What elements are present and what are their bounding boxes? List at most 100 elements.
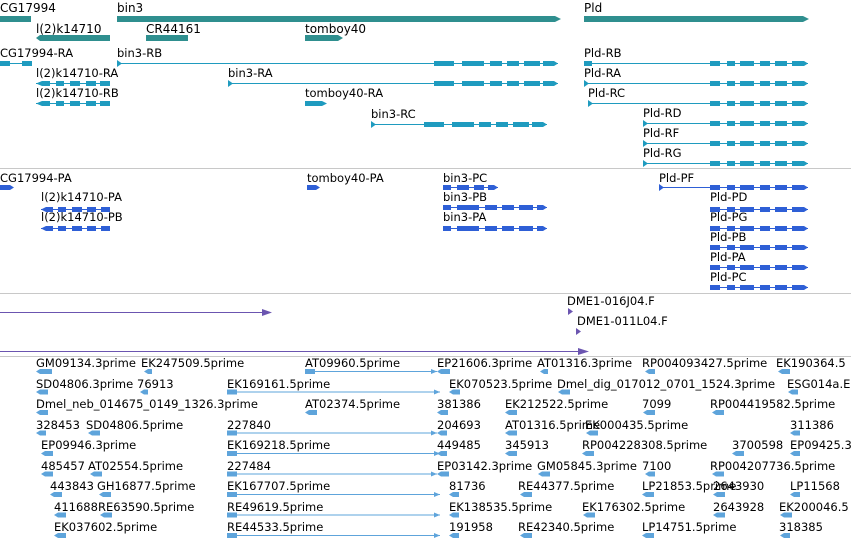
est-glyph[interactable]	[227, 471, 437, 477]
gene-label-bin3[interactable]: bin3	[117, 1, 144, 15]
transcript-label-pld-rc[interactable]: Pld-RC	[588, 86, 626, 100]
est-glyph[interactable]	[642, 533, 654, 538]
est-glyph[interactable]	[36, 389, 48, 395]
est-label[interactable]: RE44377.5prime	[518, 479, 615, 493]
transcript-label-tomboy40-ra[interactable]: tomboy40-RA	[305, 86, 384, 100]
clone-left-1[interactable]	[0, 309, 272, 316]
est-label[interactable]: 411688	[54, 499, 98, 514]
est-glyph[interactable]	[790, 430, 800, 436]
transcript-label-pld-rd[interactable]: Pld-RD	[643, 106, 682, 120]
protein-label-bin3-pb[interactable]: bin3-PB	[443, 190, 488, 204]
est-glyph[interactable]	[505, 410, 517, 415]
est-glyph[interactable]	[643, 410, 655, 415]
gene-bin3-bar[interactable]	[117, 16, 561, 22]
est-glyph[interactable]	[36, 430, 46, 436]
protein-label-cg17994-pa[interactable]: CG17994-PA	[0, 171, 72, 185]
protein-bin3-pc[interactable]	[443, 185, 498, 190]
est-glyph[interactable]	[712, 471, 724, 477]
protein-label-bin3-pa[interactable]: bin3-PA	[443, 210, 487, 224]
est-glyph[interactable]	[54, 533, 66, 538]
est-label[interactable]: EP21606.3prime	[437, 357, 533, 370]
est-glyph[interactable]	[645, 471, 655, 477]
protein-pld-pf[interactable]	[659, 184, 808, 191]
transcript-label-cg17994-ra[interactable]: CG17994-RA	[0, 46, 74, 60]
est-glyph[interactable]	[788, 389, 798, 395]
gene-label-l2k14710[interactable]: l(2)k14710	[36, 22, 102, 36]
gene-label-tomboy40[interactable]: tomboy40	[305, 22, 367, 36]
transcript-label-pld-rg[interactable]: Pld-RG	[643, 146, 682, 160]
est-glyph[interactable]	[305, 410, 317, 415]
est-label[interactable]: 227840	[227, 417, 271, 432]
gene-label-cr44161[interactable]: CR44161	[146, 22, 201, 36]
est-glyph[interactable]	[449, 389, 460, 395]
est-glyph[interactable]	[520, 533, 532, 538]
est-label[interactable]: 443843	[50, 479, 94, 493]
protein-label-l2k14710-pb[interactable]: l(2)k14710-PB	[41, 210, 123, 224]
est-glyph[interactable]	[540, 369, 548, 374]
est-glyph[interactable]	[36, 410, 48, 415]
est-label[interactable]: 81736	[449, 479, 486, 493]
est-glyph[interactable]	[582, 451, 594, 456]
protein-cg17994-pa[interactable]	[0, 185, 14, 190]
est-label[interactable]: AT02374.5prime	[305, 397, 401, 411]
transcript-cg17994-ra[interactable]	[0, 61, 32, 66]
est-label[interactable]: 227484	[227, 458, 271, 473]
protein-bin3-pa[interactable]	[443, 226, 547, 231]
est-label[interactable]: 76913	[137, 376, 174, 391]
est-glyph[interactable]	[505, 451, 517, 456]
protein-pld-pd[interactable]	[710, 207, 808, 212]
gene-pld-bar[interactable]	[584, 16, 809, 22]
est-label[interactable]: EK212522.5prime	[505, 397, 609, 411]
transcript-label-l2k14710-ra[interactable]: l(2)k14710-RA	[36, 66, 119, 80]
est-glyph[interactable]	[437, 369, 450, 374]
est-glyph[interactable]	[437, 410, 448, 415]
transcript-tomboy40-ra[interactable]	[305, 101, 327, 106]
est-glyph[interactable]	[713, 492, 725, 497]
est-glyph[interactable]	[227, 389, 440, 395]
protein-label-bin3-pc[interactable]: bin3-PC	[443, 171, 488, 185]
est-label[interactable]: EK200046.5	[779, 499, 849, 514]
est-glyph[interactable]	[305, 369, 437, 374]
gene-tomboy40-bar[interactable]	[305, 35, 343, 41]
est-label[interactable]: RE42340.5prime	[518, 520, 615, 534]
transcript-label-bin3-ra[interactable]: bin3-RA	[228, 66, 273, 80]
est-label[interactable]: EK070523.5prime	[449, 376, 553, 391]
est-glyph[interactable]	[449, 492, 459, 497]
transcript-bin3-rb[interactable]	[117, 60, 558, 67]
protein-pld-pc[interactable]	[710, 285, 808, 290]
est-label[interactable]: AT09960.5prime	[305, 357, 401, 370]
clone-label-dme1-011l04-f[interactable]: DME1-011L04.F	[577, 314, 668, 328]
est-label[interactable]: RP004207736.5prime	[710, 458, 836, 473]
est-glyph[interactable]	[227, 430, 437, 436]
est-glyph[interactable]	[227, 512, 440, 518]
est-glyph[interactable]	[100, 512, 112, 518]
est-glyph[interactable]	[778, 369, 790, 374]
est-label[interactable]: EK190364.5	[776, 357, 846, 370]
est-label[interactable]: SD04806.3prime	[36, 376, 134, 391]
est-label[interactable]: RP004228308.5prime	[582, 438, 708, 452]
protein-label-pld-pc[interactable]: Pld-PC	[710, 270, 747, 284]
est-label[interactable]: 3700598	[732, 438, 784, 452]
est-glyph[interactable]	[780, 512, 792, 518]
est-label[interactable]: 191958	[449, 520, 493, 534]
est-glyph[interactable]	[227, 451, 440, 456]
est-label[interactable]: 2643928	[713, 499, 765, 514]
transcript-pld-rd[interactable]	[643, 120, 808, 127]
est-label[interactable]: GH16877.5prime	[97, 479, 196, 493]
est-label[interactable]: AT01316.3prime	[537, 357, 633, 370]
est-label[interactable]: EK247509.5prime	[141, 357, 245, 370]
est-label[interactable]: 381386	[437, 397, 481, 411]
est-glyph[interactable]	[732, 451, 744, 456]
est-glyph[interactable]	[780, 533, 790, 538]
est-label[interactable]: EK169161.5prime	[227, 376, 331, 391]
gene-cr44161-bar[interactable]	[146, 35, 188, 41]
protein-label-pld-pb[interactable]: Pld-PB	[710, 230, 747, 244]
est-glyph[interactable]	[642, 492, 654, 497]
est-label[interactable]: EP09425.3	[790, 438, 851, 452]
gene-cg17994-bar[interactable]	[0, 16, 31, 22]
est-label[interactable]: EK169218.5prime	[227, 438, 331, 452]
est-glyph[interactable]	[54, 512, 66, 518]
est-label[interactable]: 449485	[437, 438, 481, 452]
transcript-pld-rg[interactable]	[643, 160, 808, 167]
est-label[interactable]: Dmel_neb_014675_0149_1326.3prime	[36, 397, 258, 411]
